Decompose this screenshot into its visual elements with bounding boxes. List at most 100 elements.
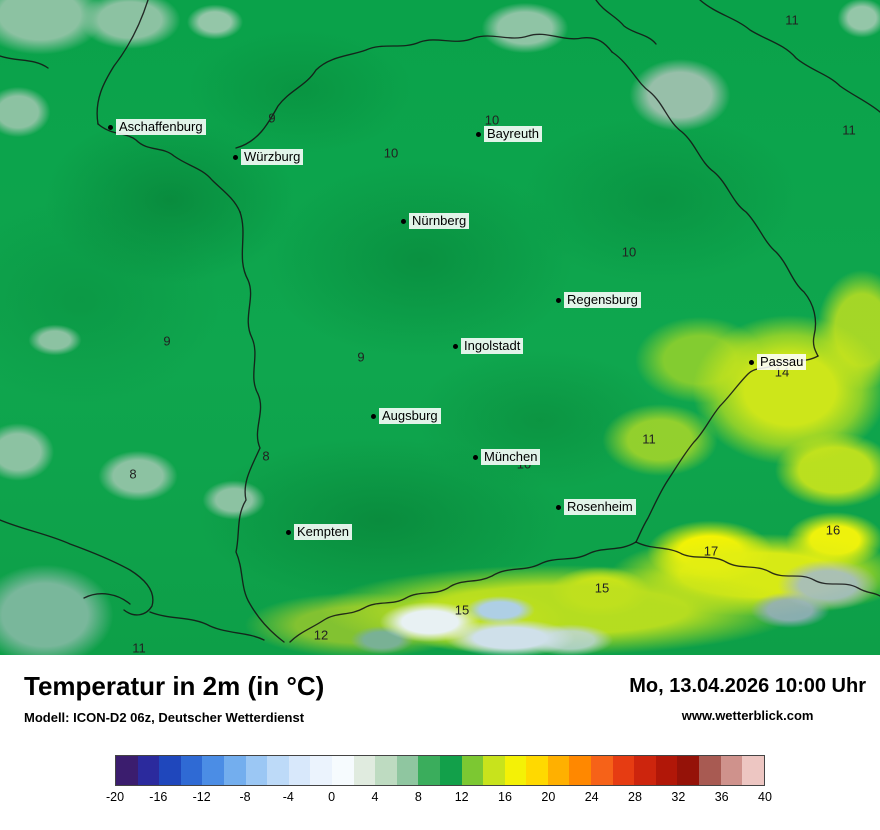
temperature-value: 12 <box>313 627 329 643</box>
legend-cell <box>288 756 311 785</box>
city-marker: Würzburg <box>233 149 304 165</box>
legend-cell <box>677 756 700 785</box>
city-label: Passau <box>757 354 807 370</box>
city-dot-icon <box>401 218 406 224</box>
legend-tick-label: 4 <box>371 790 379 804</box>
legend-tick-label: 12 <box>454 790 469 804</box>
legend-cell <box>116 756 138 785</box>
legend-tick-label: -20 <box>105 790 125 804</box>
city-dot-icon <box>108 124 113 130</box>
legend-cell <box>159 756 181 785</box>
legend-tick-label: 36 <box>714 790 729 804</box>
city-label: Augsburg <box>379 408 441 424</box>
city-dot-icon <box>453 343 458 349</box>
temperature-value: 10 <box>484 112 500 128</box>
city-dot-icon <box>286 529 291 535</box>
legend-cell <box>461 756 484 785</box>
city-markers-layer: Aschaffenburg Würzburg Bayreuth Nürnberg Reg… <box>108 119 807 540</box>
border-lines <box>0 0 880 643</box>
legend-cell <box>267 756 289 785</box>
temperature-value: 9 <box>357 349 365 365</box>
legend-tick-label: -16 <box>149 790 168 804</box>
temperature-value: 8 <box>262 448 270 464</box>
temperature-value: 9 <box>268 110 276 126</box>
temperature-value: 8 <box>129 466 137 482</box>
city-label: Aschaffenburg <box>116 119 206 135</box>
page-title: Temperatur in 2m (in °C) <box>24 671 325 701</box>
temperature-value: 11 <box>642 431 656 447</box>
legend-tick-label: 0 <box>328 790 336 804</box>
legend-cell <box>137 756 160 785</box>
temperature-map: 119101110109914118108161715151211 Aschaf… <box>0 0 880 655</box>
legend-cell <box>245 756 268 785</box>
temperature-value: 11 <box>842 122 856 138</box>
footer: Temperatur in 2m (in °C) Modell: ICON-D2… <box>0 655 880 830</box>
city-marker: Kempten <box>286 524 353 540</box>
temperature-value: 15 <box>594 580 610 596</box>
temperature-value: 15 <box>454 602 470 618</box>
city-dot-icon <box>749 359 754 365</box>
city-label: Würzburg <box>241 149 304 165</box>
city-marker: Bayreuth <box>476 126 543 142</box>
legend-cell <box>547 756 570 785</box>
city-marker: Ingolstadt <box>453 338 524 354</box>
legend-tick-label: 8 <box>414 790 422 804</box>
legend-cell <box>223 756 246 785</box>
legend-cell <box>612 756 635 785</box>
legend-cell <box>699 756 721 785</box>
legend-tick-label: 32 <box>671 790 686 804</box>
city-dot-icon <box>556 504 561 510</box>
city-marker: München <box>473 449 541 465</box>
legend-cell <box>310 756 332 785</box>
legend-cell <box>375 756 397 785</box>
forecast-datetime: Mo, 13.04.2026 10:00 Uhr <box>629 675 866 697</box>
legend-cell <box>634 756 656 785</box>
city-marker: Nürnberg <box>401 213 470 229</box>
legend-cell <box>742 756 764 785</box>
city-label: Rosenheim <box>564 499 636 515</box>
city-label: Bayreuth <box>484 126 543 142</box>
legend-cell <box>180 756 203 785</box>
city-label: München <box>481 449 541 465</box>
temperature-legend: -20 -16 -12 -8 -4 0 4 8 12 16 20 24 28 32 36 40 <box>106 755 772 807</box>
city-marker: Passau <box>749 354 807 370</box>
city-dot-icon <box>371 413 376 419</box>
legend-color-bar <box>115 755 765 786</box>
city-dot-icon <box>476 131 481 137</box>
city-label: Kempten <box>294 524 353 540</box>
temperature-value: 11 <box>132 640 146 656</box>
legend-tick-label: 20 <box>541 790 556 804</box>
legend-tick-label: 16 <box>498 790 512 804</box>
temperature-value: 10 <box>383 145 399 161</box>
website-url: www.wetterblick.com <box>681 708 814 723</box>
city-label: Regensburg <box>564 292 641 308</box>
legend-tick-label: -8 <box>239 790 251 804</box>
model-info: Modell: ICON-D2 06z, Deutscher Wetterdie… <box>24 709 305 725</box>
city-dot-icon <box>556 297 561 303</box>
legend-cell <box>353 756 376 785</box>
legend-tick-label: -12 <box>192 790 211 804</box>
legend-tick-label: 40 <box>758 790 772 804</box>
city-label: Nürnberg <box>409 213 470 229</box>
temperature-labels-layer: 119101110109914118108161715151211 <box>129 12 856 656</box>
temperature-value: 16 <box>825 522 841 538</box>
legend-cell <box>396 756 419 785</box>
legend-tick-label: 28 <box>628 790 642 804</box>
city-label: Ingolstadt <box>461 338 524 354</box>
legend-cell <box>439 756 462 785</box>
temperature-value: 10 <box>621 244 637 260</box>
legend-cell <box>202 756 224 785</box>
city-dot-icon <box>473 454 478 460</box>
temperature-value: 11 <box>785 12 799 28</box>
legend-cell <box>569 756 592 785</box>
city-marker: Aschaffenburg <box>108 119 206 135</box>
legend-tick-labels: -20 -16 -12 -8 -4 0 4 8 12 16 20 24 28 32 36 40 <box>106 790 772 807</box>
city-marker: Regensburg <box>556 292 641 308</box>
legend-tick-label: 24 <box>584 790 599 804</box>
legend-cell <box>504 756 527 785</box>
footer-left-block: Temperatur in 2m (in °C) Modell: ICON-D2… <box>24 672 324 725</box>
legend-cell <box>331 756 354 785</box>
footer-right-block: Mo, 13.04.2026 10:00 Uhr www.wetterblick… <box>629 672 866 723</box>
temperature-value: 17 <box>703 543 719 559</box>
